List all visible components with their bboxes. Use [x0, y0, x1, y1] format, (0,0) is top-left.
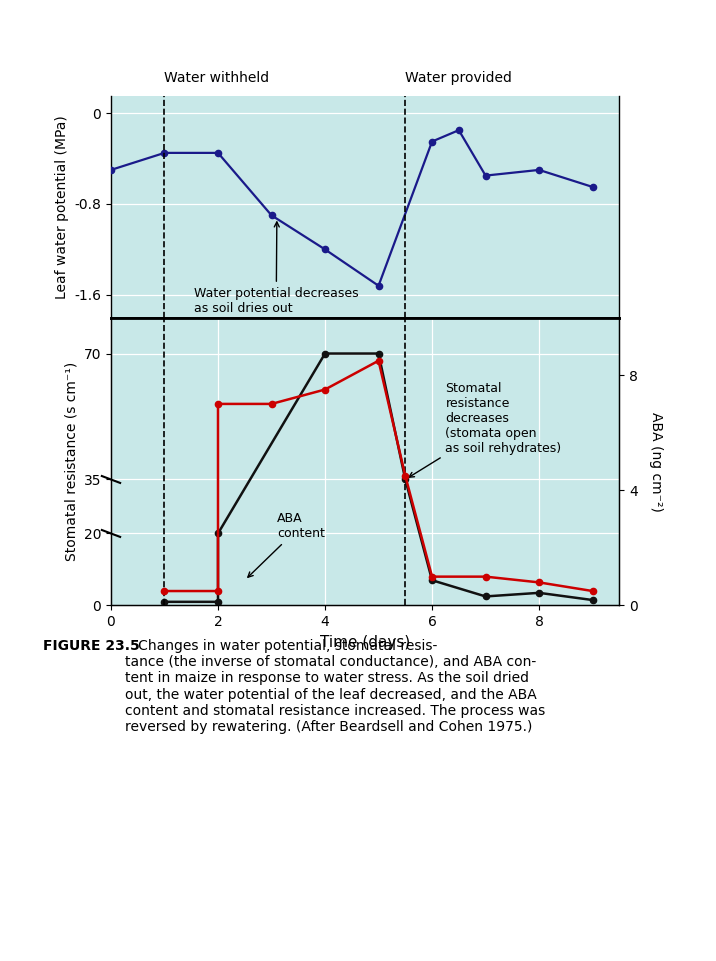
Y-axis label: Leaf water potential (MPa): Leaf water potential (MPa)	[54, 115, 69, 299]
Y-axis label: ABA (ng cm⁻²): ABA (ng cm⁻²)	[649, 411, 663, 511]
Text: Water potential decreases
as soil dries out: Water potential decreases as soil dries …	[194, 222, 359, 315]
Text: FIGURE 23.5: FIGURE 23.5	[43, 639, 140, 653]
X-axis label: Time (days): Time (days)	[320, 634, 410, 650]
Text: Water withheld: Water withheld	[165, 71, 270, 85]
Text: ABA
content: ABA content	[248, 512, 325, 578]
Text: Changes in water potential, stomatal resis-
tance (the inverse of stomatal condu: Changes in water potential, stomatal res…	[125, 639, 546, 734]
Text: Water provided: Water provided	[405, 71, 512, 85]
Y-axis label: Stomatal resistance (s cm⁻¹): Stomatal resistance (s cm⁻¹)	[64, 362, 78, 561]
Text: Stomatal
resistance
decreases
(stomata open
as soil rehydrates): Stomatal resistance decreases (stomata o…	[409, 382, 561, 478]
